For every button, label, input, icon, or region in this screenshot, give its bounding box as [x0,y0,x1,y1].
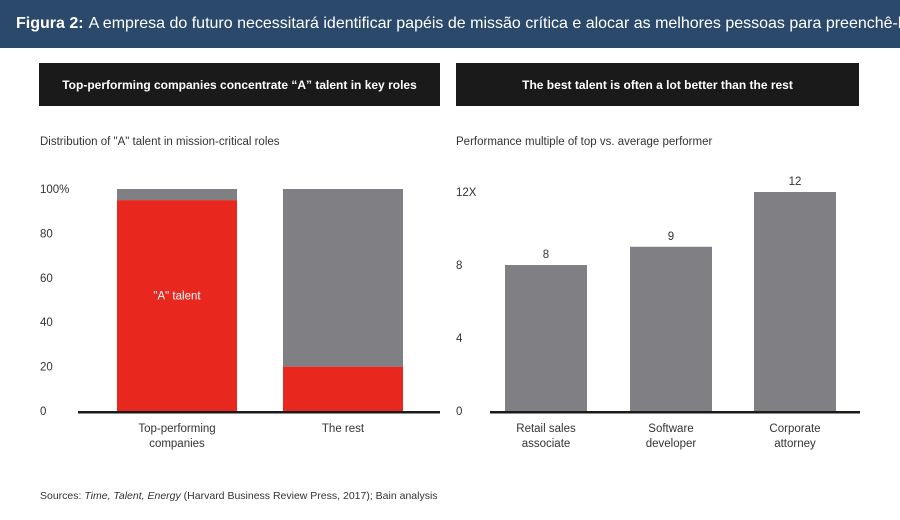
left-panel-banner-text: Top-performing companies concentrate “A”… [62,77,417,92]
category-label: associate [522,438,571,450]
data-label: 12 [789,176,802,188]
category-label: Retail sales [516,423,576,435]
y-tick-label: 100% [40,184,69,196]
y-tick-label: 40 [40,317,53,329]
y-tick-label: 0 [456,406,462,418]
bar-segment-other [283,189,403,367]
bar [630,246,712,411]
category-label: companies [149,438,205,450]
left-chart-subtitle: Distribution of "A" talent in mission-cr… [40,136,280,148]
category-label: developer [646,438,697,450]
bar-segment-other [117,189,237,201]
bar-segment-a-talent [117,200,237,411]
category-label: Corporate [769,423,820,435]
source-suffix: (Harvard Business Review Press, 2017); B… [180,490,438,502]
figure-label: Figura 2: [16,15,84,32]
category-label: attorney [774,438,816,450]
right-panel-banner-text: The best talent is often a lot better th… [522,77,793,92]
y-tick-label: 4 [456,333,463,345]
series-label-a-talent: "A" talent [153,291,201,303]
category-label: Software [648,423,693,435]
data-label: 8 [543,249,549,261]
x-axis-line [490,411,860,414]
y-tick-label: 20 [40,362,53,374]
source-book-title: Time, Talent, Energy [84,490,181,502]
bar [754,192,836,411]
figure-header: Figura 2: A empresa do futuro necessitar… [0,0,900,48]
source-note: Sources: Time, Talent, Energy (Harvard B… [40,490,438,502]
source-prefix: Sources: [40,490,85,502]
y-tick-label: 0 [40,406,46,418]
bar-segment-a-talent [283,366,403,411]
right-panel-banner: The best talent is often a lot better th… [456,63,859,106]
category-label: The rest [322,423,365,435]
y-tick-label: 8 [456,260,462,272]
x-axis-line [78,411,440,414]
y-tick-label: 12X [456,187,477,199]
figure-caption: A empresa do futuro necessitará identifi… [88,15,900,32]
category-label: Top-performing [138,423,215,435]
y-tick-label: 60 [40,273,53,285]
bar [505,265,587,411]
left-panel-banner: Top-performing companies concentrate “A”… [39,63,440,106]
y-tick-label: 80 [40,228,53,240]
data-label: 9 [668,231,674,243]
right-chart-subtitle: Performance multiple of top vs. average … [456,136,713,148]
